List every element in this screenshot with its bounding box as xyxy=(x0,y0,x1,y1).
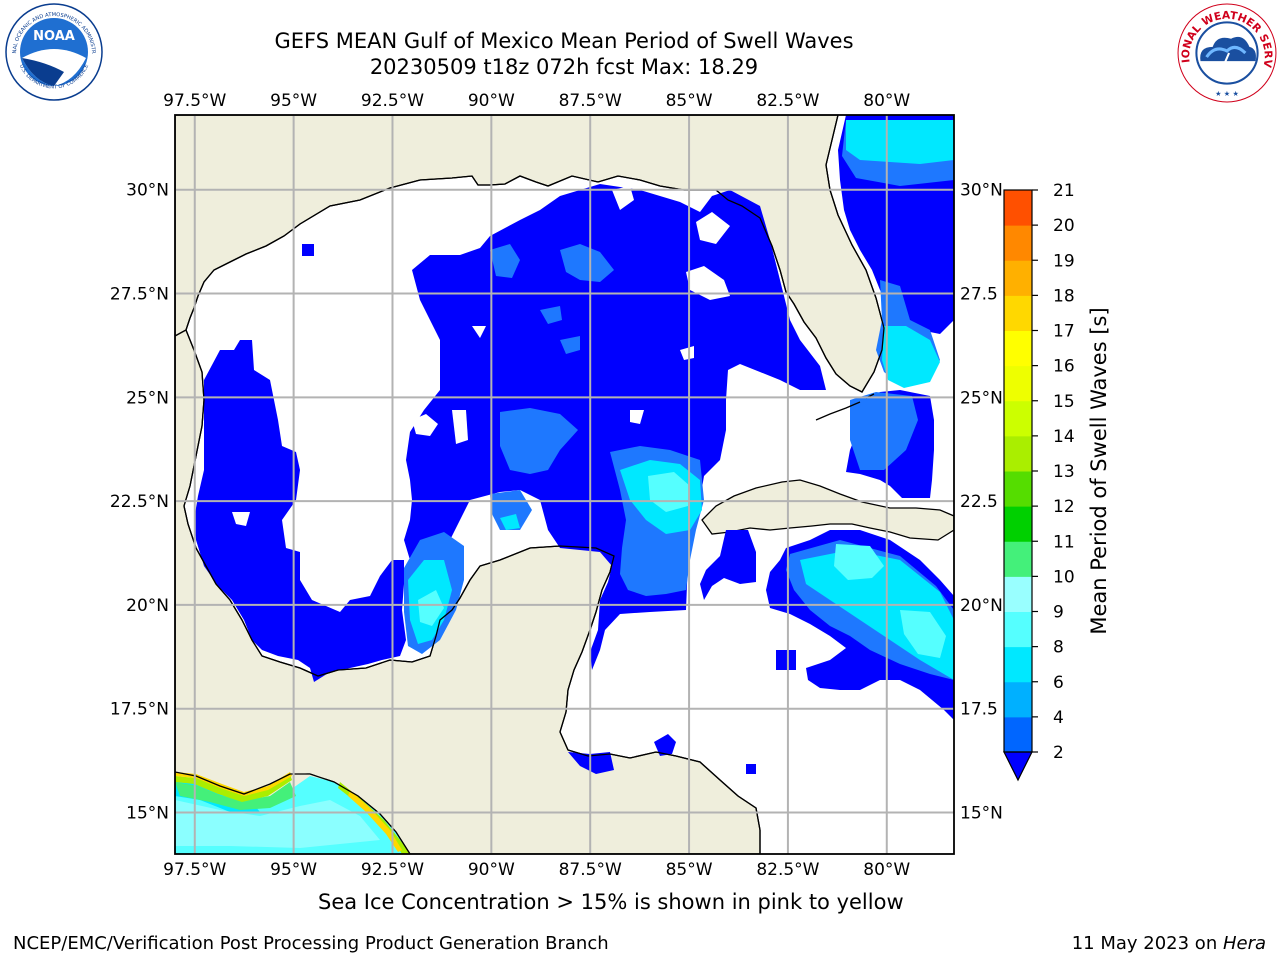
lon-label-bottom: 97.5°W xyxy=(163,860,226,880)
map-frame xyxy=(174,114,955,855)
lat-label-left: 20°N xyxy=(126,596,169,616)
lon-label-top: 92.5°W xyxy=(361,91,424,111)
colorbar-segment xyxy=(1004,190,1032,226)
lat-label-right: 25°N xyxy=(960,388,1003,408)
colorbar-segment xyxy=(1004,576,1032,612)
lat-label-left: 25°N xyxy=(126,388,169,408)
colorbar-segment xyxy=(1004,471,1032,507)
colorbar-tick-label: 16 xyxy=(1053,357,1075,377)
colorbar-segment xyxy=(1004,225,1032,261)
coastlines xyxy=(175,115,885,854)
lon-label-top: 90°W xyxy=(468,91,515,111)
graticule xyxy=(175,115,954,854)
colorbar-segment xyxy=(1004,611,1032,648)
lon-label-bottom: 82.5°W xyxy=(756,860,819,880)
lat-label-left: 15°N xyxy=(126,803,169,823)
lon-label-bottom: 90°W xyxy=(468,860,515,880)
colorbar-tick-label: 10 xyxy=(1053,567,1075,587)
colorbar-tick-label: 13 xyxy=(1053,462,1075,482)
lon-label-bottom: 92.5°W xyxy=(361,860,424,880)
colorbar-tick-label: 12 xyxy=(1053,497,1075,517)
footer-date-text: 11 May 2023 on xyxy=(1071,933,1223,954)
colorbar-tick-label: 17 xyxy=(1053,322,1075,342)
colorbar-tick-label: 8 xyxy=(1053,638,1064,658)
lat-label-left: 22.5°N xyxy=(110,492,169,512)
colorbar-segment xyxy=(1004,541,1032,577)
svg-text:★ ★ ★: ★ ★ ★ xyxy=(1215,89,1239,98)
footer-date: 11 May 2023 on Hera xyxy=(1072,933,1266,954)
lon-label-bottom: 85°W xyxy=(666,860,713,880)
colorbar-segment xyxy=(1004,646,1032,683)
noaa-logo-text: NOAA xyxy=(33,29,75,44)
lat-label-left: 17.5°N xyxy=(110,700,169,720)
lon-label-top: 97.5°W xyxy=(163,91,226,111)
colorbar-label: Mean Period of Swell Waves [s] xyxy=(1087,307,1111,634)
colorbar-segment xyxy=(1004,400,1032,437)
colorbar-segment xyxy=(1004,716,1032,753)
nws-logo: NATIONAL WEATHER SERVICE ★ ★ ★ xyxy=(1176,2,1277,103)
colorbar-tick-label: 19 xyxy=(1053,251,1075,271)
colorbar: 2 4 6 8 9 10 11 12 13 14 15 16 17 18 19 20 21 xyxy=(1003,181,1075,782)
sea-ice-caption: Sea Ice Concentration > 15% is shown in … xyxy=(318,890,904,914)
colorbar-tick-label: 14 xyxy=(1053,427,1075,447)
lon-label-top: 80°W xyxy=(863,91,910,111)
latitude-labels-left: 30°N 27.5°N 25°N 22.5°N 20°N 17.5°N 15°N xyxy=(110,181,169,824)
colorbar-segment xyxy=(1004,506,1032,542)
longitude-labels-bottom: 97.5°W 95°W 92.5°W 90°W 87.5°W 85°W 82.5°W 80°W xyxy=(163,860,910,880)
colorbar-segment xyxy=(1004,260,1032,296)
colorbar-tick-label: 9 xyxy=(1053,603,1064,623)
lon-label-bottom: 87.5°W xyxy=(559,860,622,880)
colorbar-segment xyxy=(1004,330,1032,367)
lat-label-right: 17.5 xyxy=(960,700,998,720)
colorbar-tick-label: 15 xyxy=(1053,392,1075,412)
lat-label-right: 27.5 xyxy=(960,285,998,305)
lat-label-right: 22.5 xyxy=(960,492,998,512)
footer-host: Hera xyxy=(1222,933,1266,954)
colorbar-tick-label: 6 xyxy=(1053,673,1064,693)
colorbar-segment xyxy=(1004,681,1032,718)
colorbar-segment xyxy=(1004,295,1032,331)
lon-label-bottom: 95°W xyxy=(270,860,317,880)
latitude-labels-right: 30°N 27.5 25°N 22.5 20°N 17.5 15°N xyxy=(960,181,1003,824)
lon-label-top: 95°W xyxy=(270,91,317,111)
colorbar-segment xyxy=(1004,365,1032,402)
colorbar-tick-label: 2 xyxy=(1053,743,1064,763)
longitude-labels-top: 97.5°W 95°W 92.5°W 90°W 87.5°W 85°W 82.5°W 80°W xyxy=(163,91,910,111)
colorbar-tick-label: 4 xyxy=(1053,708,1064,728)
lat-label-right: 20°N xyxy=(960,596,1003,616)
colorbar-extend-arrow xyxy=(1003,751,1033,782)
colorbar-tick-label: 18 xyxy=(1053,286,1075,306)
chart-title: GEFS MEAN Gulf of Mexico Mean Period of … xyxy=(274,29,854,53)
lon-label-top: 85°W xyxy=(666,91,713,111)
colorbar-tick-label: 11 xyxy=(1053,532,1075,552)
colorbar-tick-label: 21 xyxy=(1053,181,1075,201)
noaa-logo: NOAA NATIONAL OCEANIC AND ATMOSPHERIC AD… xyxy=(4,2,103,101)
colorbar-tick-label: 20 xyxy=(1053,216,1075,236)
lat-label-right: 15°N xyxy=(960,803,1003,823)
footer-branch: NCEP/EMC/Verification Post Processing Pr… xyxy=(13,933,609,954)
lat-label-right: 30°N xyxy=(960,181,1003,201)
colorbar-segment xyxy=(1004,435,1032,472)
swell-field-nodata-holes xyxy=(232,186,730,526)
lat-label-left: 27.5°N xyxy=(110,285,169,305)
lon-label-top: 82.5°W xyxy=(756,91,819,111)
lon-label-bottom: 80°W xyxy=(863,860,910,880)
lat-label-left: 30°N xyxy=(126,181,169,201)
chart-subtitle: 20230509 t18z 072h fcst Max: 18.29 xyxy=(369,55,759,79)
lon-label-top: 87.5°W xyxy=(559,91,622,111)
